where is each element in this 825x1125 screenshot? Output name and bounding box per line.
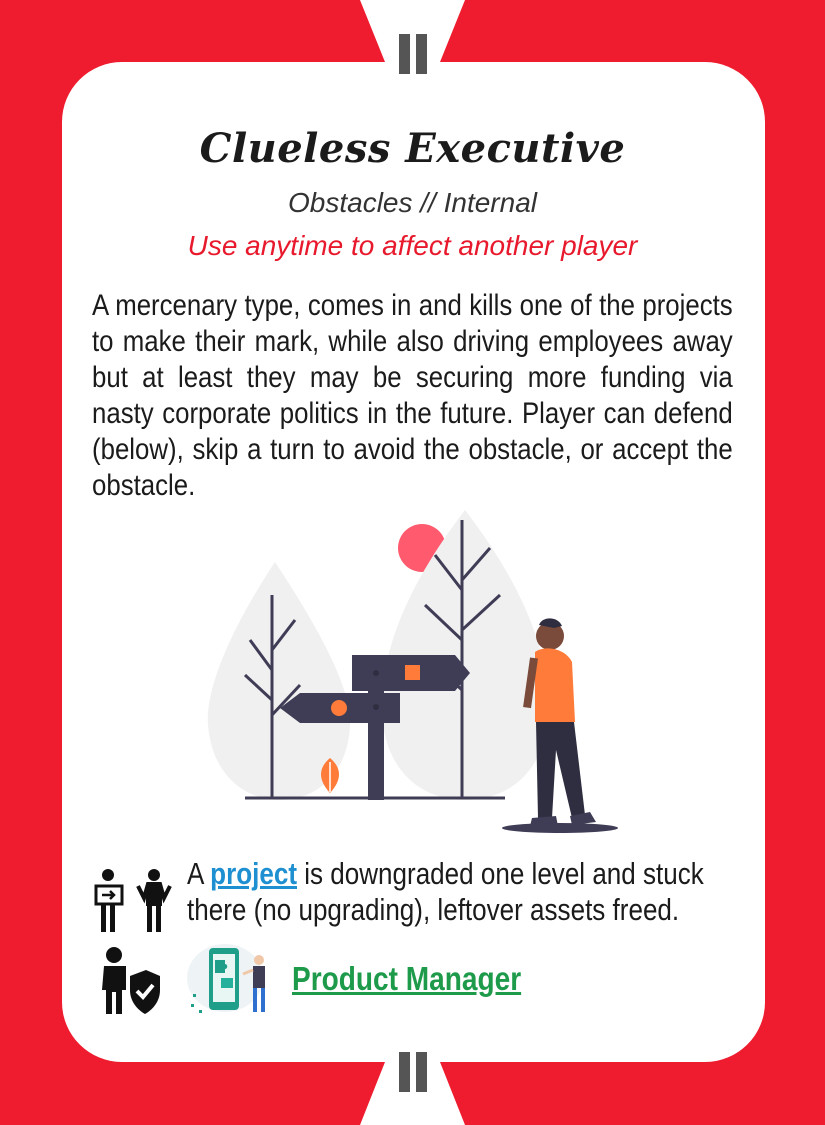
- card-description-text: A mercenary type, comes in and kills one…: [92, 289, 733, 502]
- defender-link[interactable]: Product Manager: [292, 960, 522, 997]
- puzzle-phone-illustration: [187, 944, 265, 1013]
- effect-prefix: A: [187, 856, 203, 891]
- pause-bars-icon: [399, 34, 427, 74]
- pause-bars-icon: [399, 1052, 427, 1092]
- card-title: Clueless Executive: [199, 125, 626, 172]
- card-effect-text: A project is downgraded one level and st…: [187, 856, 741, 928]
- card-category: Obstacles // Internal: [287, 187, 537, 218]
- card-usage: Use anytime to affect another player: [187, 230, 638, 261]
- card-description: A mercenary type, comes in and kills one…: [92, 288, 733, 504]
- project-link[interactable]: project: [210, 856, 298, 891]
- team-handoff-icon: [94, 869, 172, 932]
- signpost-person-illustration: [207, 510, 618, 833]
- card-effect: A project is downgraded one level and st…: [187, 856, 747, 928]
- effect-suffix: is downgraded one level and stuck there …: [187, 856, 704, 927]
- person-shield-icon: [102, 947, 160, 1014]
